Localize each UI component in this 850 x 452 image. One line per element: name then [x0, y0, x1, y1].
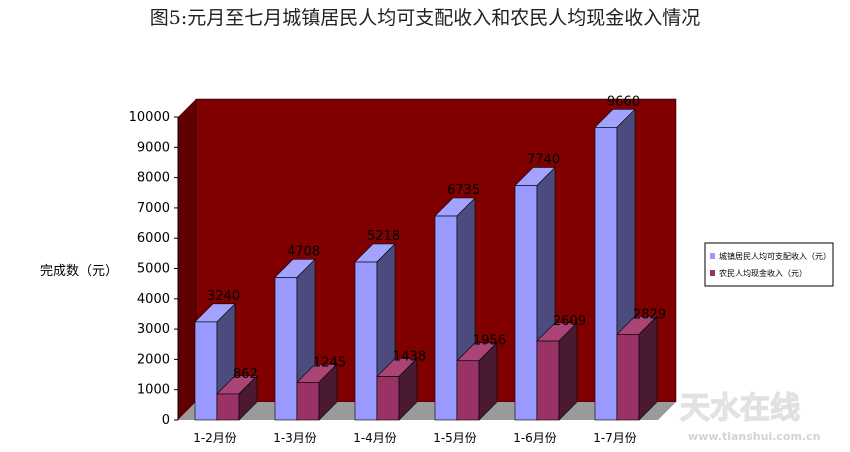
bar-rural-side [478, 342, 498, 421]
data-label-rural: 1956 [473, 334, 506, 349]
bar-urban-front [594, 127, 618, 421]
y-tick-label: 5000 [137, 262, 170, 277]
bar-urban-front [274, 277, 298, 421]
watermark-brand: 天水在线 [680, 391, 800, 426]
x-category-label: 1-4月份 [353, 431, 397, 445]
y-tick-label: 4000 [137, 292, 170, 307]
data-label-rural: 862 [233, 367, 258, 382]
bar-rural-side [398, 357, 418, 421]
x-category-label: 1-6月份 [513, 431, 557, 445]
data-label-urban: 5218 [367, 229, 400, 244]
bar-rural-front [456, 360, 480, 421]
y-tick-label: 0 [162, 413, 170, 428]
bar-rural-side [558, 322, 578, 421]
watermark: 天水在线 www.tianshui.com.cn [679, 390, 820, 443]
y-tick-label: 9000 [137, 140, 170, 155]
x-category-label: 1-2月份 [193, 431, 237, 445]
y-tick-label: 8000 [137, 171, 170, 186]
data-label-urban: 3240 [207, 289, 240, 304]
bars-group [194, 108, 658, 421]
legend-label-rural: 农民人均现金收入（元） [719, 268, 807, 278]
x-category-label: 1-5月份 [433, 431, 477, 445]
y-tick-label: 7000 [137, 201, 170, 216]
bar-rural-side [318, 363, 338, 421]
labels-group: 3240 862 1-2月份 4708 1245 1-3月份 5218 1438 1-4月份 67… [193, 94, 666, 445]
data-label-urban: 7740 [527, 152, 560, 167]
data-label-rural: 1438 [393, 349, 426, 364]
y-tick-label: 2000 [137, 352, 170, 367]
data-label-rural: 2609 [553, 314, 586, 329]
data-label-rural: 1245 [313, 355, 346, 370]
bar-rural-front [296, 381, 320, 421]
bar-rural [536, 322, 578, 421]
bar-rural-side [638, 315, 658, 421]
bar-rural-side [238, 375, 258, 421]
legend-box [704, 242, 834, 287]
legend: 城镇居民人均可支配收入（元） 农民人均现金收入（元） [704, 242, 834, 287]
data-label-rural: 2829 [633, 307, 666, 322]
bar-rural [456, 342, 498, 421]
bar-urban-front [354, 261, 378, 421]
y-axis-label: 完成数（元） [40, 264, 118, 279]
y-tick-label: 6000 [137, 231, 170, 246]
bar-urban-front [194, 321, 218, 421]
y-axis: 0 1000 2000 3000 4000 5000 6000 7000 8000 9000 100… [129, 110, 179, 428]
watermark-url: www.tianshui.com.cn [688, 430, 820, 443]
bar-rural-front [376, 376, 400, 421]
bar-rural-front [216, 393, 240, 421]
x-category-label: 1-3月份 [273, 431, 317, 445]
bar-rural [216, 375, 258, 421]
data-label-urban: 6735 [447, 183, 480, 198]
bar-rural-front [616, 333, 640, 421]
x-category-label: 1-7月份 [593, 431, 637, 445]
chart-title: 图5:元月至七月城镇居民人均可支配收入和农民人均现金收入情况 [150, 7, 701, 29]
bar-rural [296, 363, 338, 421]
bar-urban-front [514, 185, 538, 421]
y-tick-label: 3000 [137, 322, 170, 337]
y-tick-label: 10000 [129, 110, 170, 125]
bar-rural [616, 315, 658, 421]
y-tick-label: 1000 [137, 383, 170, 398]
data-label-urban: 9660 [607, 94, 640, 109]
bar-urban-front [434, 215, 458, 421]
side-wall [178, 99, 196, 420]
data-label-urban: 4708 [287, 244, 320, 259]
legend-swatch-urban [710, 253, 715, 259]
bar-rural-front [536, 340, 560, 421]
bar-rural [376, 357, 418, 421]
legend-label-urban: 城镇居民人均可支配收入（元） [719, 251, 831, 261]
legend-swatch-rural [710, 270, 715, 276]
